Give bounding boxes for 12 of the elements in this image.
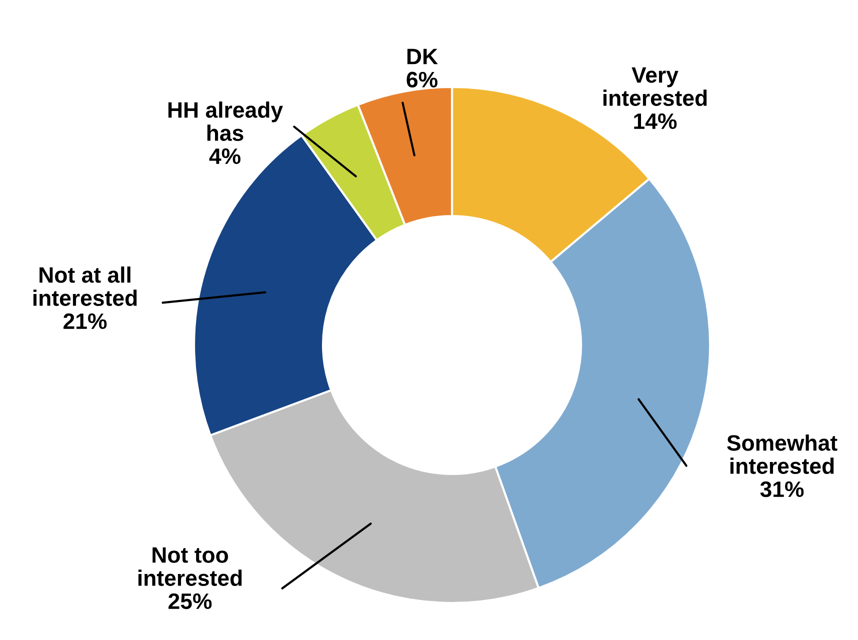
data-label: 4% [209,148,240,164]
slice-label: Not at all interested [33,266,137,306]
data-label: 25% [168,593,212,610]
data-label: 6% [406,72,438,88]
data-label: 31% [760,481,804,498]
slice-label: Very interested [603,67,707,106]
slice-label: Not too interested [138,547,242,586]
data-label: 14% [634,113,677,130]
slice-label: DK [407,48,438,64]
slice-label: HH already has [168,102,283,141]
slice-label: Somewhat interested [727,434,838,474]
data-label: 21% [64,313,107,330]
